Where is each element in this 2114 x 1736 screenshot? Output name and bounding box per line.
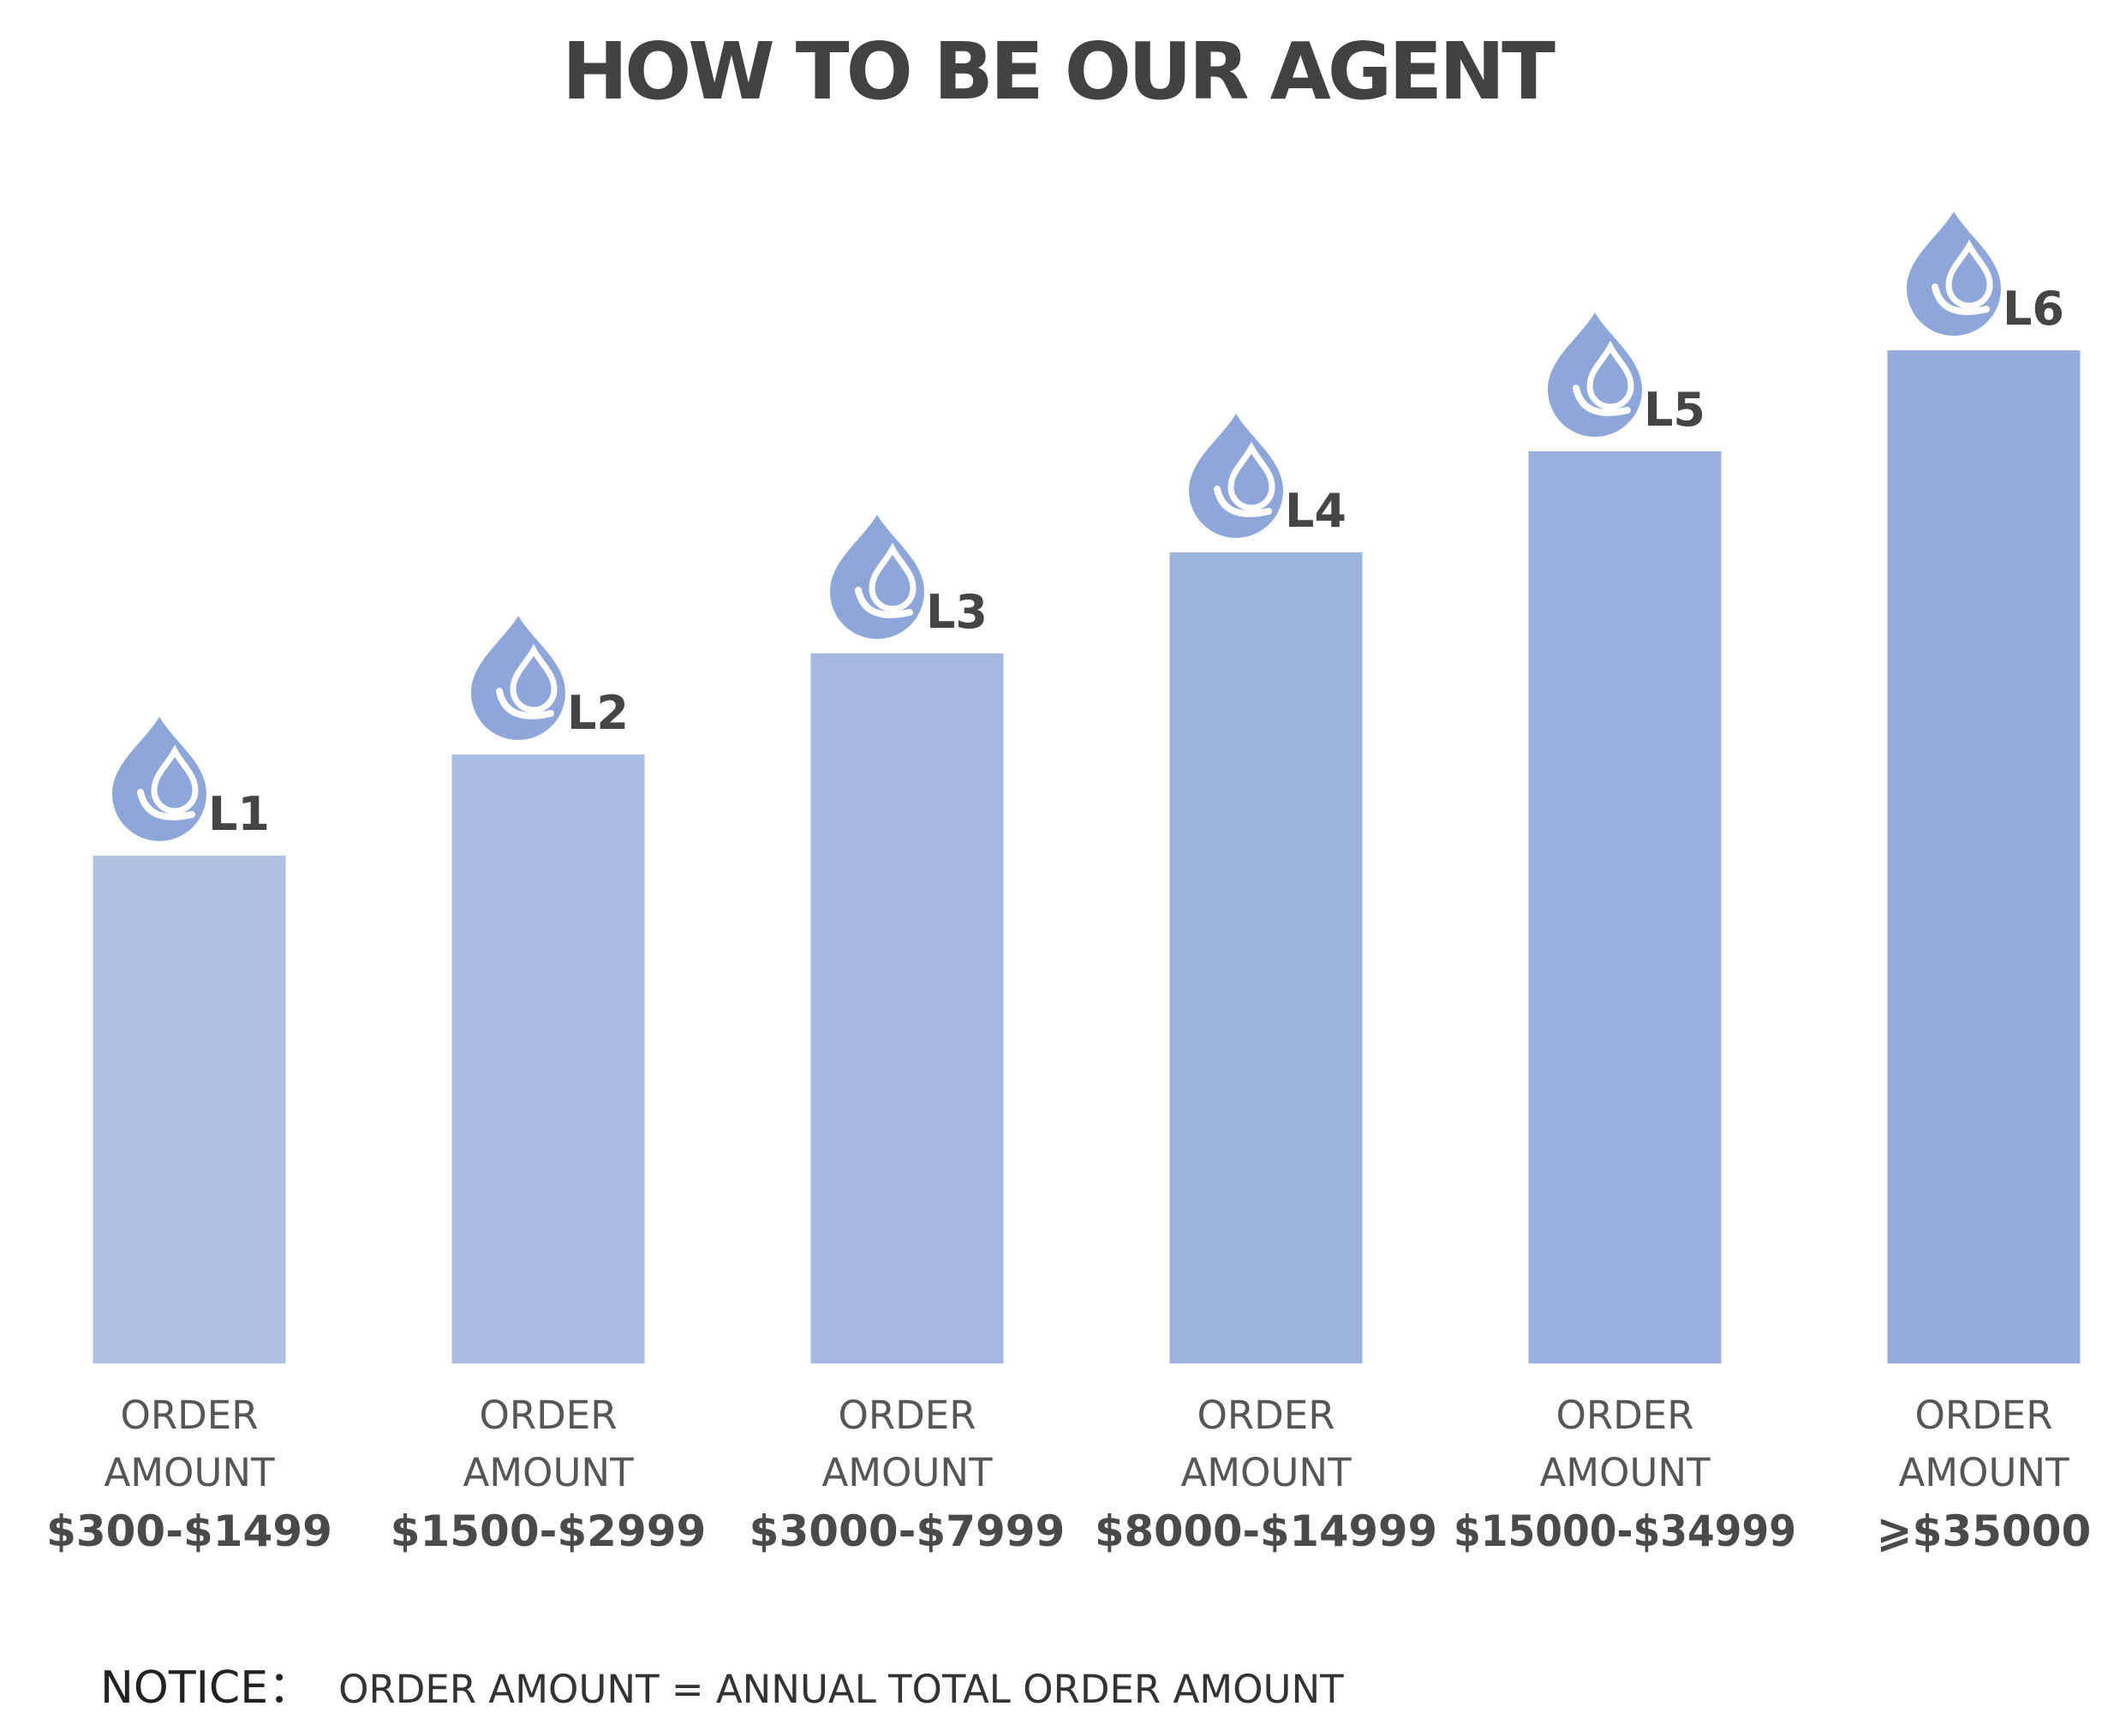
water-drop-icon	[471, 616, 565, 741]
notice-label: NOTICE：	[100, 1662, 314, 1714]
caption-line1: ORDER	[1197, 1393, 1335, 1438]
caption-line2: AMOUNT	[1180, 1450, 1352, 1495]
caption-line2: AMOUNT	[1898, 1450, 2069, 1495]
water-drop-icon	[830, 515, 924, 640]
level-label-l1: L1	[208, 787, 270, 841]
caption-line1: ORDER	[838, 1393, 976, 1438]
caption-line1: ORDER	[479, 1393, 617, 1438]
caption-line2: AMOUNT	[463, 1450, 634, 1495]
level-label-l5: L5	[1644, 383, 1705, 437]
caption-line1: ORDER	[1556, 1393, 1693, 1438]
caption-line1: ORDER	[1914, 1393, 2052, 1438]
bar-l4	[1169, 552, 1363, 1363]
bar-l6	[1887, 350, 2081, 1363]
water-drop-icon	[112, 717, 207, 842]
level-label-l2: L2	[567, 686, 629, 740]
caption-range: $8000-$14999	[1095, 1506, 1437, 1556]
caption-range: $3000-$7999	[749, 1506, 1066, 1556]
caption-line2: AMOUNT	[104, 1450, 275, 1495]
notice-text: ORDER AMOUNT = ANNUAL TOTAL ORDER AMOUNT	[338, 1667, 1344, 1712]
level-label-l4: L4	[1285, 484, 1347, 538]
bar-l3	[810, 653, 1004, 1363]
chart-title: HOW TO BE OUR AGENT	[562, 26, 1556, 117]
caption-range: ⩾$35000	[1877, 1506, 2092, 1556]
caption-line1: ORDER	[120, 1393, 258, 1438]
level-label-l3: L3	[926, 585, 988, 639]
water-drop-icon	[1907, 212, 2001, 337]
caption-line2: AMOUNT	[1539, 1450, 1711, 1495]
bar-l5	[1528, 451, 1722, 1363]
water-drop-icon	[1548, 313, 1642, 438]
notice: NOTICE： ORDER AMOUNT = ANNUAL TOTAL ORDER…	[100, 1651, 1344, 1715]
bar-l2	[451, 755, 645, 1363]
caption-range: $300-$1499	[46, 1506, 332, 1556]
caption-line2: AMOUNT	[821, 1450, 993, 1495]
water-drop-icon	[1189, 414, 1283, 539]
caption-range: $15000-$34999	[1454, 1506, 1796, 1556]
bar-l1	[93, 856, 286, 1363]
caption-range: $1500-$2999	[391, 1506, 707, 1556]
level-label-l6: L6	[2003, 282, 2064, 336]
